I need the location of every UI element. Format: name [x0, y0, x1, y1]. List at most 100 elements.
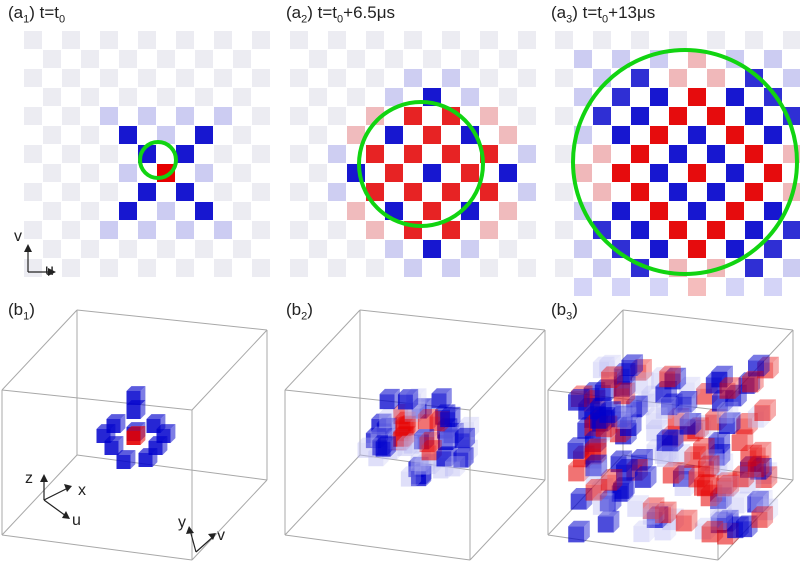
blue-cube	[660, 399, 677, 416]
faint-blue-cube-side	[727, 453, 734, 476]
blue-cube-top	[156, 424, 176, 429]
faint-blue-cube	[403, 438, 419, 454]
panel-a1-label: (a1) t=t0	[8, 3, 66, 26]
checker-cell	[555, 145, 573, 163]
checker-cell	[81, 126, 99, 144]
faint-blue-cube	[657, 451, 674, 468]
y-axis-arrowhead	[186, 526, 194, 534]
blue-cube-top	[610, 405, 633, 412]
blue-cell	[176, 145, 194, 163]
box-edge	[191, 479, 268, 561]
faint-blue-cube	[674, 410, 691, 427]
blue-cell	[726, 240, 744, 258]
checker-cell	[309, 164, 327, 182]
red-cube-side	[617, 366, 623, 388]
checker-cell	[138, 31, 156, 49]
faint-red-cell	[347, 202, 365, 220]
blue-cube-top	[613, 477, 635, 483]
blue-cell	[612, 202, 630, 220]
checker-cell	[290, 221, 308, 239]
checker-cell	[252, 259, 270, 277]
checker-cell	[100, 183, 118, 201]
red-cube-side	[735, 377, 742, 399]
faint-red-cell	[347, 126, 365, 144]
faint-blue-cube-side	[649, 393, 655, 416]
blue-cube-top	[411, 398, 432, 404]
red-cube-top	[751, 506, 774, 512]
red-cube-top	[675, 509, 698, 516]
blue-cell	[688, 202, 706, 220]
checker-cell	[119, 240, 137, 258]
blue-cube-side	[412, 389, 419, 410]
blue-cell	[669, 183, 687, 201]
red-cube	[688, 471, 705, 488]
faint-blue-cell	[612, 278, 630, 296]
faint-red-cell	[480, 107, 498, 125]
red-cube-side	[770, 399, 776, 421]
red-cube-top	[585, 478, 608, 485]
blue-cube	[397, 394, 413, 410]
faint-blue-cube-top	[614, 407, 637, 413]
box-edge	[359, 309, 546, 331]
checker-cell	[81, 164, 99, 182]
blue-cube-top	[590, 407, 612, 413]
faint-blue-cube-top	[403, 433, 425, 439]
faint-blue-cell	[574, 50, 592, 68]
faint-blue-cube-side	[755, 471, 762, 494]
box-edge	[1, 309, 78, 391]
faint-blue-cell	[119, 164, 137, 182]
red-cell	[726, 126, 744, 144]
red-cube-top	[659, 365, 681, 372]
faint-blue-cube	[654, 524, 671, 541]
blue-cell	[726, 164, 744, 182]
faint-blue-cell	[461, 240, 479, 258]
faint-blue-cube	[711, 459, 728, 476]
checker-cell	[62, 69, 80, 87]
blue-cube	[116, 455, 131, 469]
blue-cube	[375, 441, 391, 457]
blue-cube-side	[130, 450, 136, 469]
blue-cube-side	[426, 398, 432, 419]
red-cube	[719, 382, 736, 399]
checker-cell	[195, 240, 213, 258]
blue-cube-side	[468, 447, 474, 468]
faint-blue-cell	[442, 259, 460, 277]
checker-cell	[309, 88, 327, 106]
blue-cube-top	[675, 391, 698, 397]
faint-blue-cube	[414, 459, 430, 475]
red-cube-side	[771, 466, 778, 489]
faint-blue-cell	[783, 69, 800, 87]
checker-cell	[176, 31, 194, 49]
faint-blue-cell	[518, 145, 536, 163]
red-cube	[705, 414, 722, 431]
faint-blue-cube	[655, 402, 672, 419]
red-cube-side	[413, 414, 419, 436]
blue-cube-top	[634, 466, 657, 472]
blue-cube	[711, 395, 728, 412]
blue-cube-side	[390, 436, 396, 457]
red-cube-side	[616, 468, 623, 491]
red-cube-top	[740, 444, 762, 451]
blue-cube-top	[379, 388, 400, 395]
checker-cell	[290, 259, 308, 277]
red-cube	[693, 443, 710, 460]
blue-cube	[727, 522, 744, 539]
box-edge	[284, 534, 471, 561]
red-cell	[404, 183, 422, 201]
red-cube-top	[715, 472, 738, 478]
faint-red-cell	[480, 221, 498, 239]
blue-cell	[423, 164, 441, 182]
blue-cell	[745, 107, 763, 125]
blue-cube-top	[106, 414, 126, 419]
red-cube-top	[662, 461, 685, 468]
blue-cube	[440, 412, 456, 428]
checker-cell	[707, 31, 725, 49]
red-cube-side	[409, 426, 415, 447]
faint-blue-cell	[726, 278, 744, 296]
checker-cell	[499, 240, 517, 258]
blue-cube-side	[584, 389, 590, 411]
blue-cube	[655, 386, 672, 403]
faint-blue-cube-side	[771, 462, 778, 484]
faint-blue-cube-side	[419, 398, 426, 419]
